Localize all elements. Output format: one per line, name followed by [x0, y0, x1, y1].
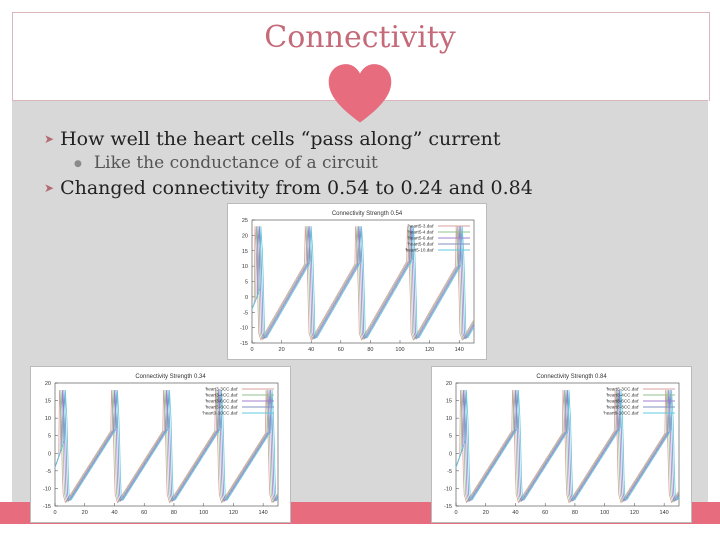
chart-title: Connectivity Strength 0.54 — [332, 211, 403, 217]
heart-icon — [328, 64, 392, 123]
y-tick-label: 10 — [446, 416, 452, 422]
x-tick-label: 0 — [53, 510, 56, 516]
bullet-marker-icon: ➤ — [44, 132, 55, 146]
chart-title: Connectivity Strength 0.84 — [536, 374, 607, 380]
bullet-1: ➤ How well the heart cells “pass along” c… — [44, 128, 501, 150]
y-tick-label: -15 — [444, 504, 452, 510]
y-tick-label: -15 — [240, 341, 248, 347]
x-tick-label: 120 — [229, 510, 238, 516]
x-tick-label: 20 — [483, 510, 489, 516]
x-tick-label: 40 — [512, 510, 518, 516]
y-tick-label: 0 — [245, 295, 248, 301]
y-tick-label: -5 — [447, 469, 452, 475]
legend-label: 'heart3-8CC.dat' — [205, 405, 238, 410]
legend-label: 'heart8-3CC.dat' — [606, 387, 639, 392]
legend-label: 'heart3-6CC.dat' — [205, 399, 238, 404]
bullet-1-text: How well the heart cells “pass along” cu… — [60, 128, 501, 150]
series-line — [455, 389, 680, 502]
x-tick-label: 40 — [308, 347, 314, 353]
y-tick-label: 20 — [446, 381, 452, 387]
legend-label: 'heart8-10CC.dat' — [603, 411, 639, 416]
legend-label: 'heart8-4CC.dat' — [606, 393, 639, 398]
x-tick-label: 140 — [660, 510, 669, 516]
bullet-3: ➤ Changed connectivity from 0.54 to 0.24 … — [44, 177, 533, 199]
y-tick-label: 20 — [45, 381, 51, 387]
x-tick-label: 100 — [600, 510, 609, 516]
x-tick-label: 120 — [630, 510, 639, 516]
legend-label: 'heart8-6CC.dat' — [606, 399, 639, 404]
y-tick-label: -5 — [46, 469, 51, 475]
series-line — [455, 389, 680, 501]
x-tick-label: 120 — [425, 347, 434, 353]
legend-label: 'heart5-8.dat' — [407, 242, 434, 247]
x-tick-label: 60 — [141, 510, 147, 516]
x-tick-label: 20 — [279, 347, 285, 353]
legend-label: 'heart5-3.dat' — [407, 224, 434, 229]
x-tick-label: 80 — [367, 347, 373, 353]
x-tick-label: 60 — [542, 510, 548, 516]
series-line — [54, 389, 279, 502]
series-line — [455, 389, 680, 502]
y-tick-label: 10 — [45, 416, 51, 422]
x-tick-label: 0 — [454, 510, 457, 516]
y-tick-label: 15 — [242, 249, 248, 255]
series-line — [251, 226, 475, 339]
x-tick-label: 140 — [455, 347, 464, 353]
x-tick-label: 140 — [259, 510, 268, 516]
series-line — [54, 389, 279, 502]
x-tick-label: 100 — [199, 510, 208, 516]
legend-label: 'heart3-10CC.dat' — [202, 411, 238, 416]
series-line — [455, 389, 680, 503]
y-tick-label: 0 — [48, 451, 51, 457]
y-tick-label: -10 — [43, 486, 51, 492]
plot-frame — [455, 382, 680, 507]
legend-label: 'heart5-10.dat' — [405, 248, 434, 253]
chart-title: Connectivity Strength 0.34 — [135, 374, 206, 380]
y-tick-label: -10 — [240, 326, 248, 332]
legend-label: 'heart5-6.dat' — [407, 236, 434, 241]
y-tick-label: 15 — [45, 399, 51, 405]
series-line — [54, 389, 279, 504]
chart-strength-084: Connectivity Strength 0.84 20 15 10 5 0 -5 -10 -… — [431, 366, 692, 523]
y-tick-label: 5 — [449, 434, 452, 440]
x-tick-label: 0 — [250, 347, 253, 353]
legend-label: 'heart3-3CC.dat' — [205, 387, 238, 392]
series-line — [251, 226, 475, 339]
y-tick-label: 20 — [242, 233, 248, 239]
y-tick-label: -5 — [243, 310, 248, 316]
series-line — [251, 226, 475, 340]
bullet-2-text: Like the conductance of a circuit — [93, 153, 378, 173]
y-tick-label: -10 — [444, 486, 452, 492]
series-line — [251, 226, 475, 341]
slide-title: Connectivity — [264, 20, 456, 55]
series-line — [251, 226, 475, 341]
series-line — [54, 389, 279, 503]
bullet-marker-icon: ➤ — [44, 181, 55, 195]
plot-frame — [54, 382, 279, 507]
x-tick-label: 40 — [111, 510, 117, 516]
y-tick-label: 5 — [48, 434, 51, 440]
x-tick-label: 60 — [338, 347, 344, 353]
legend-label: 'heart3-4CC.dat' — [205, 393, 238, 398]
y-tick-label: 10 — [242, 264, 248, 270]
series-line — [455, 389, 680, 504]
chart-strength-034: Connectivity Strength 0.34 20 15 10 5 0 -5 -10 -… — [30, 366, 291, 523]
y-tick-label: 25 — [242, 218, 248, 224]
bullet-3-text: Changed connectivity from 0.54 to 0.24 a… — [60, 177, 533, 199]
x-tick-label: 80 — [171, 510, 177, 516]
sub-bullet-marker-icon: ● — [74, 159, 82, 169]
y-tick-label: -15 — [43, 504, 51, 510]
y-tick-label: 0 — [449, 451, 452, 457]
legend-label: 'heart5-4.dat' — [407, 230, 434, 235]
bullet-2: ● Like the conductance of a circuit — [74, 153, 378, 173]
x-tick-label: 100 — [395, 347, 404, 353]
legend-label: 'heart8-8CC.dat' — [606, 405, 639, 410]
x-tick-label: 80 — [572, 510, 578, 516]
chart-strength-054: Connectivity Strength 0.54 25 20 15 10 5 0 -5 -1… — [227, 203, 487, 360]
y-tick-label: 5 — [245, 280, 248, 286]
x-tick-label: 20 — [82, 510, 88, 516]
y-tick-label: 15 — [446, 399, 452, 405]
series-line — [54, 389, 279, 501]
